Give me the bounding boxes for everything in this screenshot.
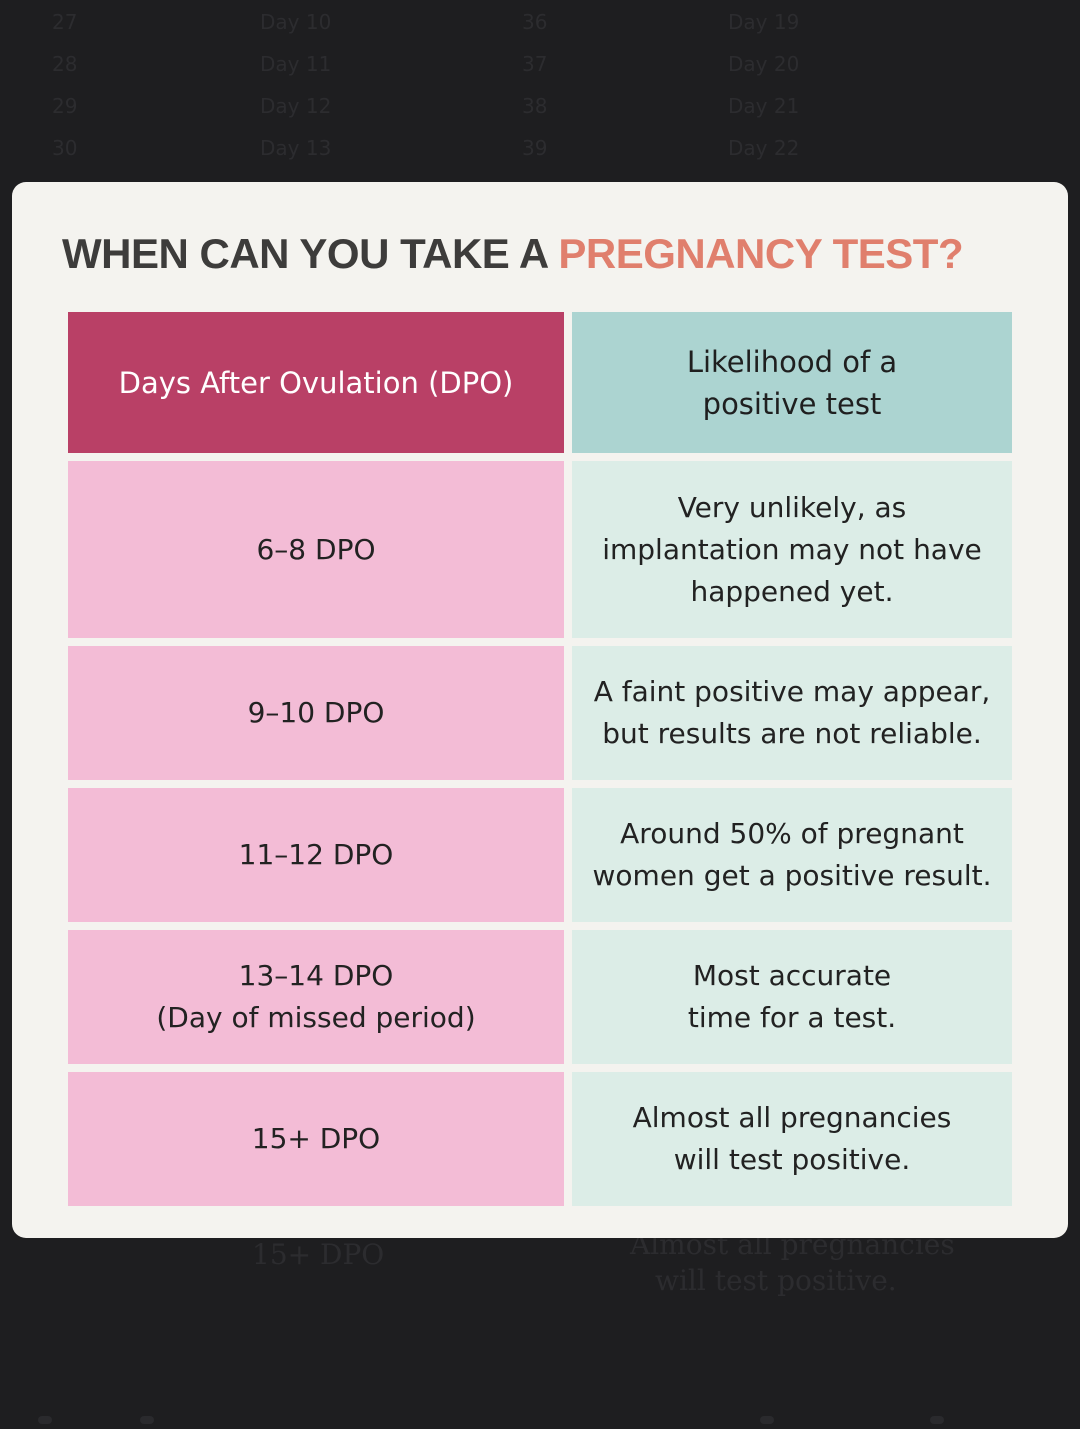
background-likelihood-line: will test positive.: [655, 1264, 897, 1297]
row-dpo-cell: 15+ DPO: [68, 1072, 564, 1206]
background-cell: Day 12: [260, 94, 332, 118]
title-accent-text: PREGNANCY TEST?: [558, 230, 964, 277]
background-row: 28 Day 11 37 Day 20: [0, 46, 1080, 86]
background-cell: 37: [522, 52, 548, 76]
row-likelihood-cell: Very unlikely, as implantation may not h…: [572, 461, 1012, 638]
background-row: 27 Day 10 36 Day 19: [0, 4, 1080, 44]
infographic-title: WHEN CAN YOU TAKE A PREGNANCY TEST?: [62, 226, 1042, 282]
background-cell: 39: [522, 136, 548, 160]
row-dpo-cell: 13–14 DPO (Day of missed period): [68, 930, 564, 1064]
background-cell: Day 19: [728, 10, 800, 34]
background-cell: 38: [522, 94, 548, 118]
background-cell: Day 20: [728, 52, 800, 76]
row-dpo-cell: 11–12 DPO: [68, 788, 564, 922]
background-cell: 29: [52, 94, 78, 118]
background-cell: 30: [52, 136, 78, 160]
background-cell: 28: [52, 52, 78, 76]
row-likelihood-cell: A faint positive may appear, but results…: [572, 646, 1012, 780]
background-row: 30 Day 13 39 Day 22: [0, 130, 1080, 170]
row-dpo-cell: 9–10 DPO: [68, 646, 564, 780]
background-row: 29 Day 12 38 Day 21: [0, 88, 1080, 128]
background-cell: Day 11: [260, 52, 332, 76]
background-cell: Day 21: [728, 94, 800, 118]
background-dpo-text: 15+ DPO: [252, 1238, 385, 1271]
background-bottom-marks: [0, 1412, 1080, 1429]
row-likelihood-cell: Around 50% of pregnant women get a posit…: [572, 788, 1012, 922]
row-dpo-cell: 6–8 DPO: [68, 461, 564, 638]
title-main-text: WHEN CAN YOU TAKE A: [62, 230, 559, 277]
background-bottom-row: 15+ DPO Almost all pregnancies will test…: [0, 1228, 1080, 1318]
header-likelihood: Likelihood of a positive test: [572, 312, 1012, 453]
header-dpo: Days After Ovulation (DPO): [68, 312, 564, 453]
background-cell: Day 10: [260, 10, 332, 34]
row-likelihood-cell: Almost all pregnancies will test positiv…: [572, 1072, 1012, 1206]
infographic-card: WHEN CAN YOU TAKE A PREGNANCY TEST? Days…: [12, 182, 1068, 1238]
background-cell: Day 13: [260, 136, 332, 160]
row-likelihood-cell: Most accurate time for a test.: [572, 930, 1012, 1064]
background-cell: 36: [522, 10, 548, 34]
background-table-rows: 27 Day 10 36 Day 19 28 Day 11 37 Day 20 …: [0, 0, 1080, 180]
background-cell: Day 22: [728, 136, 800, 160]
background-cell: 27: [52, 10, 78, 34]
